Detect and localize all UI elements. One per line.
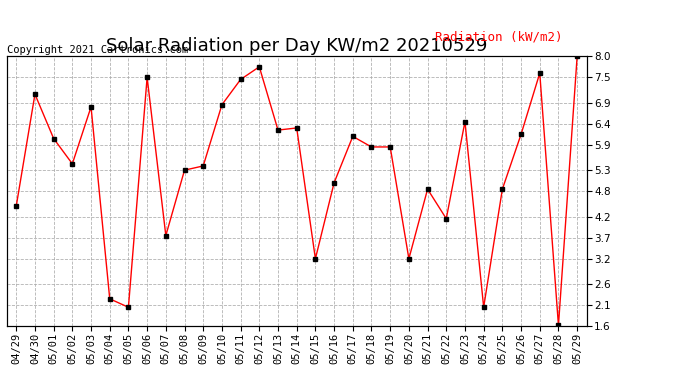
Text: Radiation (kW/m2): Radiation (kW/m2) <box>435 30 562 43</box>
Title: Solar Radiation per Day KW/m2 20210529: Solar Radiation per Day KW/m2 20210529 <box>106 37 487 55</box>
Text: Copyright 2021 Cartronics.com: Copyright 2021 Cartronics.com <box>7 45 188 55</box>
